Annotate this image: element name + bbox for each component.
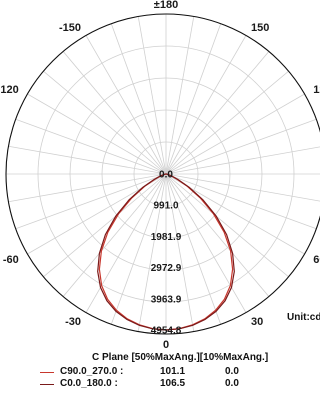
legend-series-name: C90.0_270.0 : [60,366,123,377]
angle-tick-label: 60 [313,254,320,266]
radial-tick-label: 2972.9 [151,263,182,274]
angle-tick-label: 120 [313,84,320,96]
angle-tick-label: -150 [59,22,81,34]
legend-swatch [40,372,54,373]
legend-50-value: 101.1 [160,366,185,377]
legend-series-name: C0.0_180.0 : [60,378,118,389]
radial-tick-label: 0.0 [159,170,173,181]
radial-tick-label: 4954.8 [151,326,182,337]
legend-50-value: 106.5 [160,378,185,389]
angle-tick-label: -30 [65,316,81,328]
grid-spoke [166,146,320,174]
radial-tick-label: 1981.9 [151,232,182,243]
angle-tick-label: ±180 [154,0,178,11]
angle-tick-label: 150 [251,22,269,34]
angle-tick-label: -60 [3,254,19,266]
legend-header: C Plane [50%MaxAng.][10%MaxAng.] [92,352,268,363]
legend-swatch [40,384,54,385]
radial-tick-label: 991.0 [153,201,178,212]
unit-label: Unit:cd [287,312,320,323]
angle-tick-label: 30 [251,316,263,328]
angle-tick-label: -120 [0,84,19,96]
radial-tick-label: 3963.9 [151,294,182,305]
legend-10-value: 0.0 [225,378,239,389]
legend-10-value: 0.0 [225,366,239,377]
label-layer: ±180150-150120-12090-9060-6030-3000.0991… [0,0,320,351]
angle-tick-label: 0 [163,339,169,351]
